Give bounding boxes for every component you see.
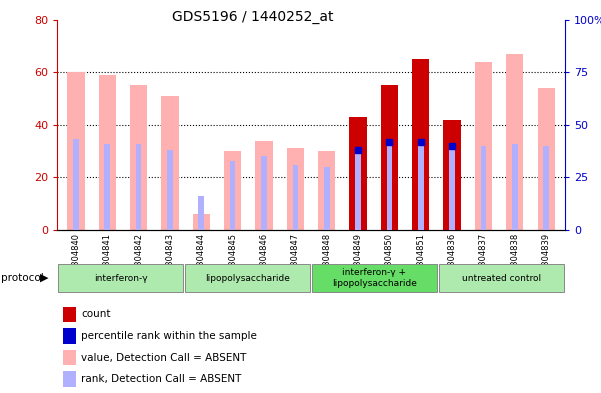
- Bar: [543, 146, 549, 230]
- Text: interferon-γ: interferon-γ: [94, 274, 147, 283]
- Bar: [105, 144, 110, 230]
- Bar: [481, 146, 486, 230]
- Bar: [318, 151, 335, 230]
- Bar: [537, 88, 555, 230]
- Bar: [255, 141, 273, 230]
- Bar: [224, 151, 241, 230]
- Text: interferon-γ +
lipopolysaccharide: interferon-γ + lipopolysaccharide: [332, 268, 417, 288]
- Bar: [73, 140, 79, 230]
- Bar: [386, 141, 392, 230]
- Bar: [412, 59, 429, 230]
- Bar: [512, 144, 517, 230]
- Bar: [349, 117, 367, 230]
- Bar: [293, 165, 298, 230]
- Bar: [198, 196, 204, 230]
- Bar: [412, 59, 429, 230]
- Bar: [313, 264, 437, 292]
- Text: value, Detection Call = ABSENT: value, Detection Call = ABSENT: [81, 353, 246, 363]
- Text: GDS5196 / 1440252_at: GDS5196 / 1440252_at: [172, 10, 333, 24]
- Text: ▶: ▶: [40, 273, 48, 283]
- Bar: [99, 75, 116, 230]
- Bar: [136, 144, 141, 230]
- Bar: [355, 150, 361, 230]
- Text: percentile rank within the sample: percentile rank within the sample: [81, 331, 257, 341]
- Bar: [506, 54, 523, 230]
- Bar: [58, 264, 183, 292]
- Bar: [381, 85, 398, 230]
- Bar: [418, 141, 424, 230]
- Bar: [444, 119, 461, 230]
- Bar: [475, 62, 492, 230]
- Bar: [349, 117, 367, 230]
- Bar: [287, 149, 304, 230]
- Bar: [381, 85, 398, 230]
- Text: rank, Detection Call = ABSENT: rank, Detection Call = ABSENT: [81, 374, 242, 384]
- Text: protocol: protocol: [1, 273, 43, 283]
- Bar: [444, 119, 461, 230]
- Bar: [439, 264, 564, 292]
- Bar: [193, 214, 210, 230]
- Bar: [324, 167, 329, 230]
- Bar: [261, 156, 267, 230]
- Bar: [161, 96, 178, 230]
- Bar: [450, 146, 455, 230]
- Bar: [185, 264, 310, 292]
- Text: untreated control: untreated control: [462, 274, 541, 283]
- Bar: [167, 150, 172, 230]
- Bar: [130, 85, 147, 230]
- Bar: [230, 160, 236, 230]
- Text: count: count: [81, 309, 111, 320]
- Bar: [67, 72, 85, 230]
- Text: lipopolysaccharide: lipopolysaccharide: [205, 274, 290, 283]
